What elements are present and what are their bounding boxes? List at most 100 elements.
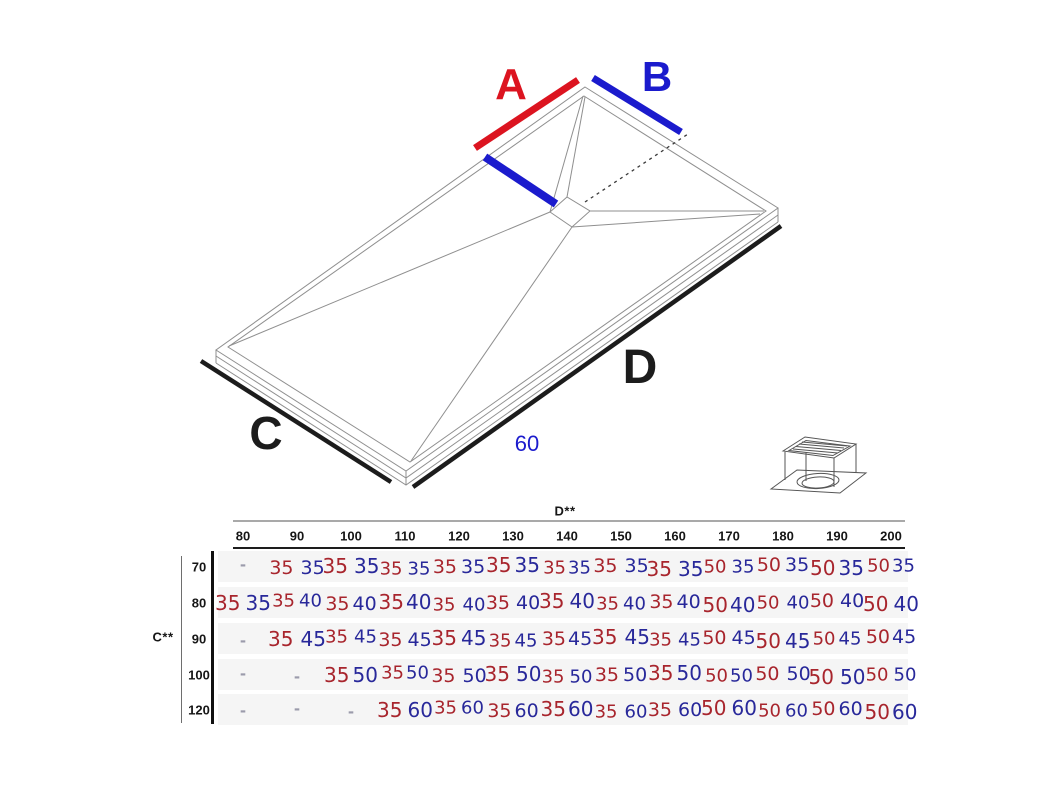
drain-size-second: 60 [785,700,808,722]
table-cell: 35 60 [377,698,433,722]
drain-size-second: 45 [407,629,432,651]
drain-size-second: 45 [624,625,650,649]
row-label-left-rule [181,556,182,723]
table-cell: 35 45 [378,629,431,651]
drain-size-first: 50 [809,590,834,612]
table-cell: 50 40 [757,593,810,614]
drain-size-second: 60 [678,699,703,721]
measure-c-line [199,359,393,484]
drain-square [549,196,591,228]
row-header: 90 [191,631,207,647]
row-band [218,551,908,582]
drain-size-second: 35 [461,556,486,578]
table-cell: 50 60 [701,696,757,720]
drain-size-second: 40 [299,590,322,612]
table-cell: 35 50 [542,667,593,688]
table-cell: 50 40 [810,590,864,612]
drain-size-second: 45 [892,626,917,648]
drain-size-second: 40 [786,592,810,614]
drain-size-first: 35 [269,557,294,579]
drain-size-first: 35 [541,628,566,650]
drain-size-first: 35 [646,557,672,581]
table-cell: 50 60 [758,701,808,722]
drain-size-first: 35 [431,665,456,687]
drain-size-second: 60 [624,701,648,723]
drain-size-second: 35 [568,557,591,579]
fold-line [410,226,573,462]
column-axis-label: D** [554,503,576,519]
drain-size-second: 40 [516,592,541,614]
drain-size-first: 35 [539,589,565,613]
table-cell: 35 35 [647,557,704,581]
drain-size-second: 35 [624,555,649,577]
drain-size-first: 50 [811,698,836,720]
drain-size-second: 50 [730,665,753,687]
table-cell: 35 60 [541,697,594,721]
empty-cell: - [347,703,355,721]
drain-size-second: 40 [352,593,377,615]
table-cell: 35 50 [595,664,647,686]
table-cell: 35 40 [596,594,646,615]
drain-size-second: 45 [678,629,701,651]
empty-cell: - [239,556,247,574]
drain-size-first: 50 [756,554,781,576]
table-cell: 35 35 [433,556,485,578]
measure-a-line [473,77,580,151]
drain-size-second: 35 [678,557,704,581]
drain-size-first: 35 [432,594,456,616]
empty-cell: - [239,665,247,683]
drain-size-second: 40 [730,593,756,617]
drain-size-first: 35 [649,629,672,651]
dimension-label-b: B [641,53,673,100]
drain-size-second: 60 [568,697,594,721]
drain-size-second: 45 [514,630,538,652]
column-header: 100 [340,528,362,544]
drain-size-second: 60 [731,696,757,720]
table-cell: 50 40 [863,592,919,616]
drain-size-second: 35 [514,553,540,577]
table-cell: 50 50 [809,665,866,689]
column-header: 110 [394,528,416,544]
drain-size-second: 45 [731,627,756,649]
drain-size-second: 50 [352,663,378,687]
drain-size-second: 45 [354,626,377,648]
row-header: 70 [191,559,207,575]
drain-size-first: 50 [867,555,890,577]
row-band [218,587,908,618]
row-band [218,623,908,654]
table-cell: 50 35 [704,557,755,578]
table-cell: 35 60 [434,698,484,719]
table-cell: 35 60 [487,700,538,722]
drain-size-first: 50 [701,696,727,720]
table-cell: 50 50 [705,666,753,687]
drain-size-first: 35 [486,553,512,577]
drain-size-first: 35 [594,701,618,723]
column-header: 120 [448,528,470,544]
table-cell: 50 45 [702,627,755,649]
table-cell: 50 45 [756,629,811,653]
table-cell: 35 45 [649,630,701,651]
drain-size-first: 50 [758,700,781,722]
drain-size-second: 50 [406,662,429,684]
column-header: 170 [718,528,740,544]
table-cell: 35 40 [325,593,376,615]
dimension-label-d: D [622,341,658,394]
column-header: 200 [880,528,902,544]
tray-side-upper [215,214,779,479]
table-cell: 50 45 [866,626,916,648]
column-header: 140 [556,528,578,544]
column-header: 190 [826,528,848,544]
table-cell: 35 35 [543,558,591,579]
table-cell: 35 45 [268,627,326,651]
drain-size-first: 35 [378,590,404,614]
drain-size-first: 35 [488,630,512,652]
column-header: 130 [502,528,524,544]
column-header: 180 [772,528,794,544]
table-cell: 35 40 [649,591,700,613]
drain-size-first: 35 [647,699,672,721]
table-header-rule [233,547,905,549]
drain-size-second: 45 [785,629,811,653]
drain-size-first: 35 [381,662,404,684]
drain-size-first: 35 [377,698,403,722]
drain-size-first: 35 [322,554,348,578]
